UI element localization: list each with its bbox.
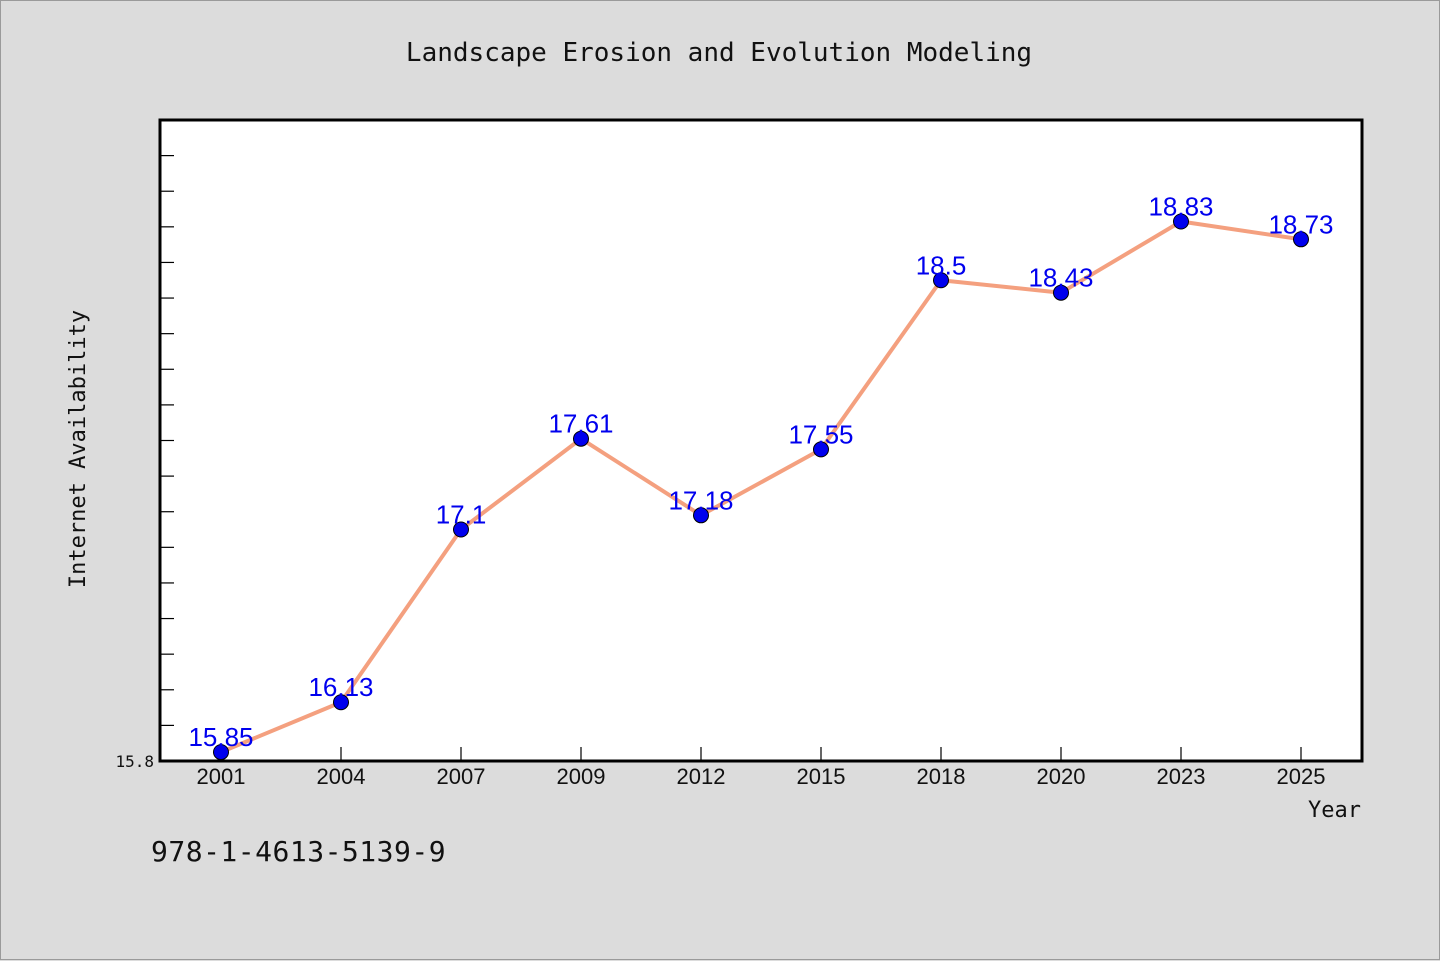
data-label: 18.73 [1268,209,1333,239]
x-tick-label: 2015 [797,764,846,789]
data-label: 16.13 [308,672,373,702]
x-tick-label: 2012 [677,764,726,789]
data-label: 18.83 [1148,191,1213,221]
data-label: 15.85 [188,722,253,752]
data-point [813,441,829,458]
x-axis-ticks [220,747,1302,761]
data-point [693,507,709,524]
x-tick-label: 2023 [1157,764,1206,789]
data-point [573,430,589,447]
data-point [453,521,469,538]
data-label: 17.55 [788,419,853,449]
x-axis-label: Year [1308,798,1361,823]
x-tick-label: 2001 [197,764,246,789]
y-axis-label: Internet Availability [66,310,91,588]
x-tick-labels: 2001 2004 2007 2009 2012 2015 2018 2020 2023 2025 [197,764,1326,789]
x-tick-label: 2007 [437,764,486,789]
data-point [1173,213,1189,230]
isbn-code: 978-1-4613-5139-9 [151,835,447,868]
data-point [213,744,229,761]
data-point [1293,231,1309,248]
y-tick-label: 15.8 [115,752,154,771]
data-point [933,272,949,289]
data-point [333,694,349,711]
chart-title: Landscape Erosion and Evolution Modeling [406,38,1032,68]
y-axis-ticks [160,119,174,762]
data-label: 17.18 [668,485,733,515]
plot-area [158,118,1364,763]
series-line [219,219,1303,755]
x-tick-label: 2018 [917,764,966,789]
x-tick-label: 2009 [557,764,606,789]
x-tick-label: 2025 [1277,764,1326,789]
x-tick-label: 2004 [317,764,366,789]
data-label: 18.43 [1028,263,1093,293]
data-label: 17.1 [436,500,487,530]
series-layer: 15.85 16.13 17.1 17.61 17.18 17.55 18.5 18.43 18… [188,191,1334,761]
data-label: 18.5 [916,250,967,280]
x-tick-label: 2020 [1037,764,1086,789]
data-label: 17.61 [548,409,613,439]
data-point [1053,284,1069,301]
y-tick-labels: 15.8 [115,752,154,771]
